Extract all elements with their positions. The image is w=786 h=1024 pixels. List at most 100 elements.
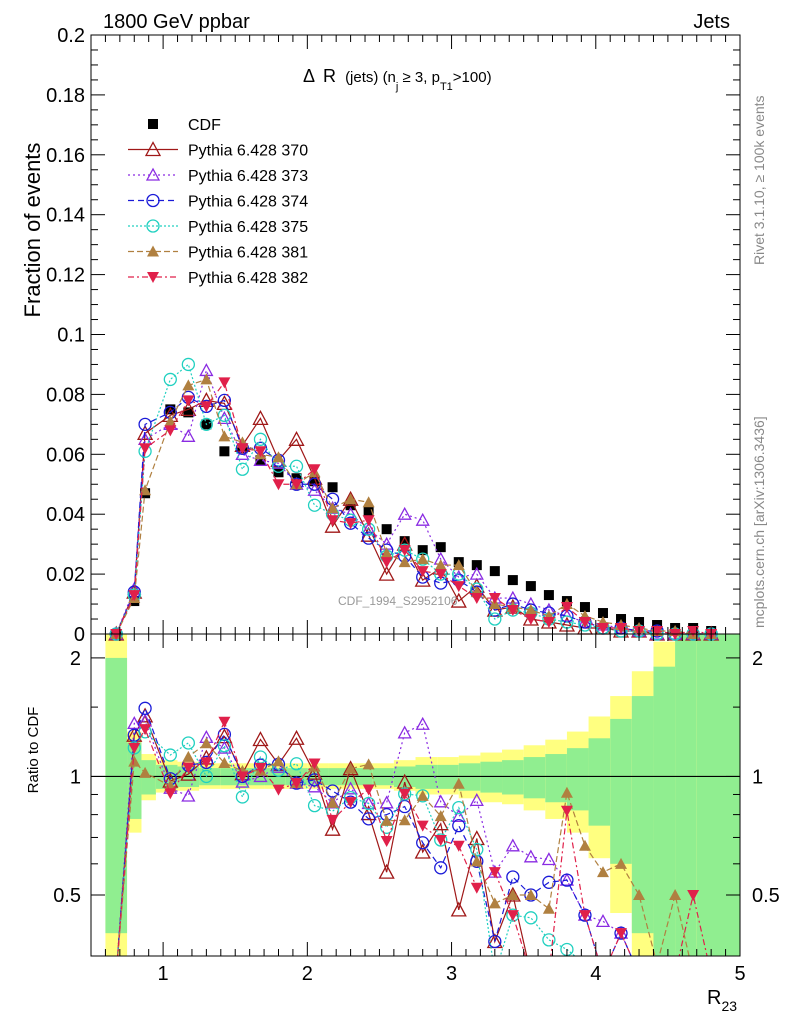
data-point	[452, 559, 465, 571]
data-point	[488, 593, 501, 605]
ratio-point	[272, 784, 285, 796]
x-tick-label: 2	[302, 963, 313, 985]
data-point	[326, 515, 339, 527]
data-point	[200, 401, 213, 413]
legend-item: Pythia 6.428 382	[128, 270, 308, 287]
ratio-point	[434, 810, 447, 822]
ratio-point	[578, 839, 591, 851]
left-title: 1800 GeV ppbar	[103, 11, 250, 33]
data-point	[435, 542, 446, 553]
data-point	[342, 490, 359, 506]
data-point	[615, 623, 628, 635]
ratio-point	[362, 784, 375, 796]
data-point	[506, 605, 519, 617]
ratio-line	[116, 714, 528, 956]
data-point	[308, 464, 321, 476]
y-tick-label-bottom: 0.5	[53, 885, 81, 907]
ratio-point	[139, 724, 152, 736]
data-point	[327, 482, 338, 493]
data-point	[236, 443, 249, 455]
legend-marker	[147, 272, 159, 283]
data-point	[217, 393, 232, 408]
ratio-point	[307, 773, 322, 787]
ratio-point	[488, 897, 501, 909]
ratio-point	[595, 914, 611, 928]
data-point	[290, 479, 303, 491]
data-point	[324, 517, 341, 533]
ratio-point	[128, 755, 141, 767]
data-point	[414, 571, 431, 587]
legend-label: CDF	[188, 117, 221, 134]
legend: CDF Pythia 6.428 370 Pythia 6.428 373 Pythi…	[128, 117, 308, 287]
plot-title: Δ R (jets) (nj ≥ 3, pT1>100)	[303, 66, 492, 93]
ratio-point	[470, 882, 483, 894]
data-point	[128, 590, 141, 602]
ratio-point	[452, 840, 465, 852]
legend-label: Pythia 6.428 381	[188, 245, 308, 262]
ratio-point	[138, 701, 152, 715]
ratio-series-381	[117, 737, 690, 956]
data-point	[380, 547, 393, 559]
data-point	[416, 566, 429, 578]
ratio-point	[397, 725, 412, 739]
data-point	[415, 512, 430, 526]
ratio-point	[139, 766, 152, 778]
ratio-point	[468, 830, 485, 846]
data-point	[272, 479, 285, 491]
x-tick-label: 1	[158, 963, 169, 985]
ratio-point	[181, 788, 196, 802]
data-point	[597, 608, 608, 619]
y-tick-label-top: 0.16	[46, 145, 85, 167]
data-point	[560, 602, 573, 614]
data-point	[164, 415, 177, 427]
ratio-line	[117, 720, 708, 956]
data-point	[200, 373, 213, 385]
data-point	[380, 557, 393, 569]
y-tick-label-top: 0.2	[57, 25, 85, 47]
data-point	[398, 556, 411, 568]
series-line	[115, 381, 712, 635]
y-tick-label-top: 0.02	[46, 564, 85, 586]
data-point	[182, 379, 195, 391]
legend-item: Pythia 6.428 375	[128, 219, 308, 236]
ratio-point	[523, 849, 538, 863]
data-point	[235, 462, 250, 476]
data-point	[525, 581, 536, 592]
data-point	[344, 493, 357, 505]
y-tick-label-bottom-right: 0.5	[752, 885, 780, 907]
ratio-point	[469, 792, 484, 807]
data-point	[182, 395, 195, 407]
y-tick-label-top: 0.14	[46, 205, 85, 227]
legend-marker	[144, 141, 162, 157]
ratio-point	[380, 835, 393, 847]
y-tick-label-top: 0.04	[46, 504, 85, 526]
ratio-point	[164, 788, 177, 800]
data-point	[452, 581, 465, 593]
ratio-point	[560, 873, 574, 887]
legend-marker	[146, 219, 160, 233]
ratio-point	[288, 729, 305, 745]
ratio-point	[432, 815, 449, 831]
y-tick-label-bottom-right: 1	[752, 766, 763, 788]
ratio-point	[434, 861, 448, 875]
ratio-point	[252, 731, 269, 747]
data-point	[596, 623, 609, 635]
ratio-point	[524, 888, 537, 900]
ratio-point	[217, 739, 232, 753]
x-tick-label: 3	[446, 963, 457, 985]
band-inner-segment	[545, 754, 567, 803]
y-tick-label-bottom-right: 2	[752, 648, 763, 670]
y-tick-label-top: 0.08	[46, 384, 85, 406]
y-tick-label-top: 0	[74, 624, 85, 646]
data-point	[136, 424, 154, 440]
ratio-point	[271, 759, 286, 773]
ratio-point	[307, 779, 322, 793]
ratio-point	[182, 750, 195, 762]
data-point	[217, 411, 232, 425]
data-point	[524, 604, 537, 616]
ratio-point	[289, 757, 304, 771]
data-point	[138, 417, 152, 432]
data-point	[181, 428, 196, 442]
legend-marker	[146, 193, 160, 208]
